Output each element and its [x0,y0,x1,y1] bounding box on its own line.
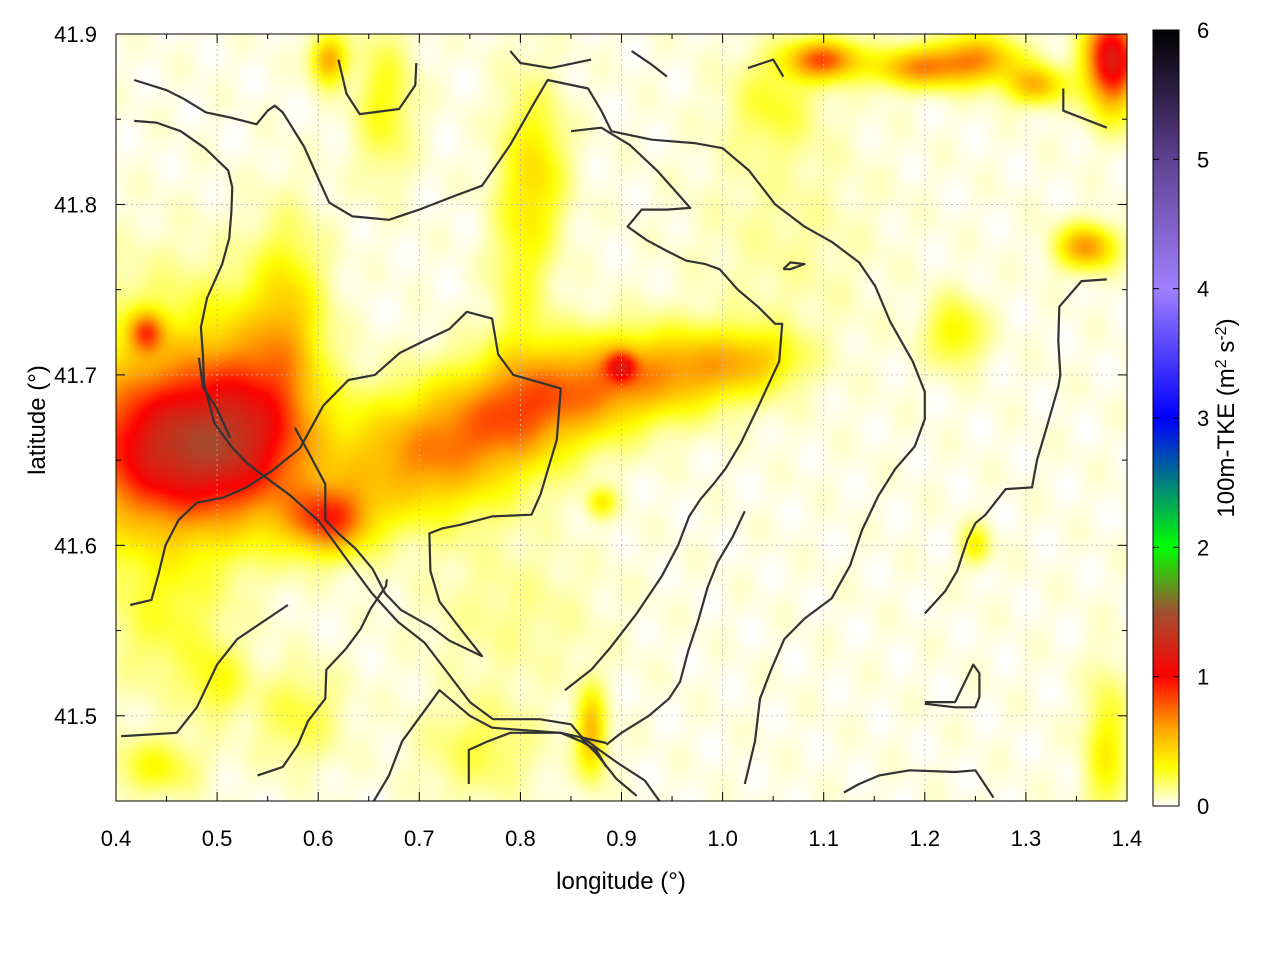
contour-line [630,50,668,78]
x-tick-label: 0.4 [101,826,132,851]
colorbar-tick-label: 3 [1197,406,1209,431]
y-tick-label: 41.8 [54,192,97,217]
colorbar-label: 100m-TKE (m2 s-2) [1213,318,1241,517]
x-tick-label: 1.2 [910,826,941,851]
colorbar-tick-label: 1 [1197,665,1209,690]
axis-ticks [115,33,1128,802]
contour-line [467,731,607,784]
x-tick-label: 1.1 [808,826,839,851]
colorbar-tick-label: 0 [1197,794,1209,819]
colorbar-tick-label: 5 [1197,147,1209,172]
contour-line [605,510,746,746]
tke-heatmap [116,34,1127,801]
contour-line [843,769,995,799]
contour-line [782,261,806,271]
x-tick-label: 1.0 [707,826,738,851]
y-tick-label: 41.7 [54,363,97,388]
y-axis-label: latitude (°) [24,365,51,475]
colorbar-label-main: 100m-TKE (m [1213,368,1240,517]
contour-line [337,59,418,116]
contour-line [509,50,592,70]
y-tick-label: 41.6 [54,533,97,558]
contour-line [129,310,562,658]
colorbar-label-end: ) [1213,318,1240,326]
x-tick-label: 1.3 [1011,826,1042,851]
contour-line [133,78,926,785]
x-tick-label: 1.4 [1112,826,1143,851]
contour-line [121,604,289,738]
contour-line [924,663,981,709]
contour-line [747,58,785,78]
colorbar-tick-label: 2 [1197,535,1209,560]
colorbar-label-sup1: 2 [1213,359,1230,368]
y-tick-label: 41.9 [54,22,97,47]
contour-line [1062,88,1108,129]
contour-line [257,579,388,777]
contour-line [197,357,232,439]
contour-line [580,737,638,797]
y-tick-label: 41.5 [54,704,97,729]
contour-line [564,126,784,692]
x-tick-label: 0.9 [606,826,637,851]
x-tick-label: 0.5 [202,826,233,851]
x-tick-label: 0.8 [505,826,536,851]
colorbar-tick-labels: 0 1 2 3 4 5 6 [1197,18,1209,819]
x-tick-labels: 0.4 0.5 0.6 0.7 0.8 0.9 1.0 1.1 1.2 1.3 1.4 [101,826,1143,851]
x-tick-label: 0.6 [303,826,334,851]
x-axis-label: longitude (°) [556,868,686,895]
colorbar-label-sup2: -2 [1213,326,1230,340]
grid-lines [116,34,1127,801]
contour-line [134,119,661,801]
contour-lines [121,50,1108,801]
colorbar-label-mid: s [1213,341,1240,360]
colorbar-ticks [1153,29,1179,807]
x-tick-label: 0.7 [404,826,435,851]
colorbar-tick-label: 4 [1197,277,1209,302]
y-tick-labels: 41.5 41.6 41.7 41.8 41.9 [54,22,97,729]
contour-line [923,278,1107,615]
colorbar-tick-label: 6 [1197,18,1209,43]
